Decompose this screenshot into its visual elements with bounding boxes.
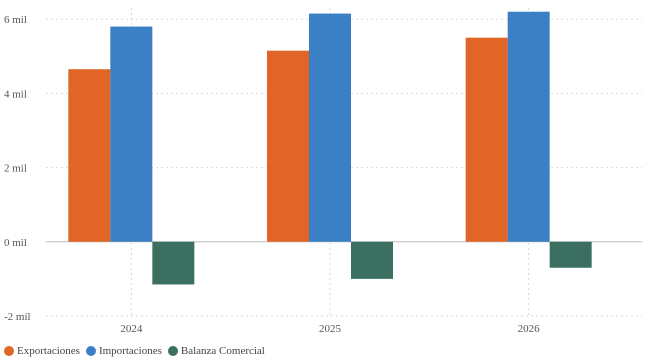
bar-importaciones-2025[interactable]: [309, 13, 351, 242]
bar-balanza-comercial-2025[interactable]: [351, 241, 393, 279]
bar-exportaciones-2024[interactable]: [68, 69, 111, 242]
legend-label: Exportaciones: [17, 345, 80, 357]
legend-swatch: [85, 346, 96, 356]
bar-balanza-comercial-2026[interactable]: [549, 241, 592, 268]
y-axis-ticks: -2 mil 0 mil 2 mil 4 mil 6 mil: [4, 14, 31, 323]
legend-item[interactable]: Exportaciones: [4, 345, 80, 357]
bar-exportaciones-2025[interactable]: [267, 50, 309, 242]
legend-item[interactable]: Importaciones: [85, 345, 162, 357]
legend-item[interactable]: Balanza Comercial: [167, 345, 265, 357]
y-tick-label: 6 mil: [4, 14, 27, 26]
x-tick-label: 2024: [120, 323, 143, 335]
x-tick-label: 2026: [518, 323, 541, 335]
x-tick-label: 2025: [319, 323, 342, 335]
legend-label: Importaciones: [98, 345, 162, 357]
legend-swatch: [167, 346, 178, 356]
legend-label: Balanza Comercial: [180, 345, 265, 357]
bar-importaciones-2024[interactable]: [110, 26, 153, 242]
legend: Exportaciones Importaciones Balanza Comerc…: [4, 344, 265, 358]
y-tick-label: 0 mil: [4, 237, 27, 249]
bar-importaciones-2026[interactable]: [507, 11, 550, 242]
y-tick-label: 2 mil: [4, 163, 27, 175]
bar-balanza-comercial-2024[interactable]: [152, 241, 195, 285]
x-axis-ticks: 2024 2025 2026: [120, 323, 540, 335]
y-tick-label: 4 mil: [4, 88, 27, 100]
bar-exportaciones-2026[interactable]: [465, 37, 508, 242]
legend-swatch: [4, 346, 14, 356]
bars: [68, 11, 592, 285]
y-tick-label: -2 mil: [4, 311, 31, 323]
